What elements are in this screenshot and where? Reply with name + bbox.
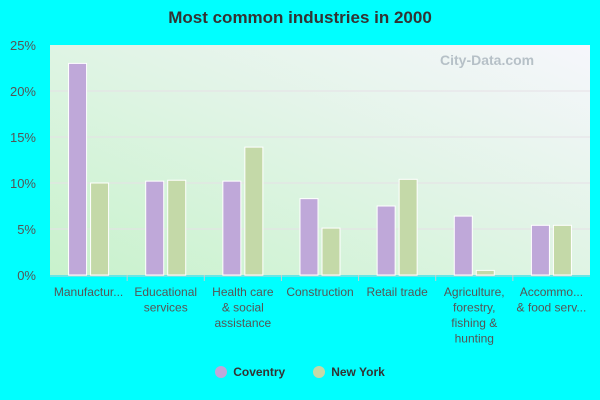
x-tick-label: Construction: [286, 285, 353, 299]
bar-new-york: [552, 224, 572, 276]
bar-coventry: [68, 62, 88, 276]
y-tick-label: 15%: [10, 130, 36, 145]
x-tick-label: Agriculture, forestry, fishing & hunting: [444, 285, 505, 346]
x-tick-label: Accommo... & food serv...: [517, 285, 587, 315]
legend-swatch: [215, 366, 228, 378]
y-tick-label: 20%: [10, 84, 36, 99]
bar-coventry: [376, 205, 396, 276]
y-tick-label: 10%: [10, 176, 36, 191]
legend-item: Coventry: [215, 365, 285, 379]
legend-label: Coventry: [233, 365, 286, 379]
bar-new-york: [90, 182, 110, 276]
legend-item: New York: [313, 365, 385, 379]
x-tick-label: Health care & social assistance: [212, 285, 274, 330]
bar-new-york: [244, 146, 264, 276]
bar-coventry: [530, 224, 550, 276]
bar-coventry: [453, 215, 473, 276]
x-tick-label: Retail trade: [366, 285, 428, 299]
y-tick-label: 0%: [17, 268, 36, 283]
bar-coventry: [145, 180, 165, 276]
bar-coventry: [222, 180, 242, 276]
x-tick-label: Manufactur...: [54, 285, 123, 299]
bar-new-york: [475, 269, 495, 276]
chart-title: Most common industries in 2000: [168, 8, 432, 27]
legend-swatch: [313, 366, 326, 378]
bar-new-york: [321, 227, 341, 276]
plot-area: [50, 45, 590, 275]
bar-coventry: [299, 198, 319, 276]
y-tick-label: 25%: [10, 38, 36, 53]
legend-label: New York: [331, 365, 385, 379]
y-tick-label: 5%: [17, 222, 36, 237]
bar-new-york: [398, 178, 418, 276]
legend: Coventry New York: [0, 365, 600, 379]
bar-new-york: [167, 179, 187, 276]
watermark: City-Data.com: [440, 52, 535, 68]
x-tick-label: Educational services: [134, 285, 197, 315]
